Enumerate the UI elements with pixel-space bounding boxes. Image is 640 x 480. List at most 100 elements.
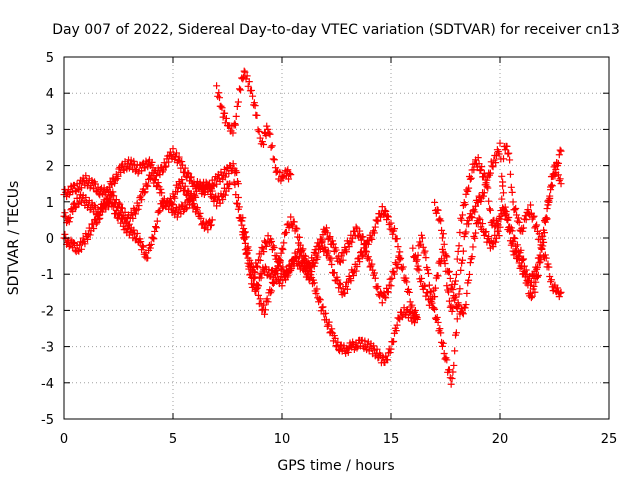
y-tick-label: 3 xyxy=(46,123,54,138)
data-point xyxy=(418,234,426,242)
data-point xyxy=(158,189,166,197)
data-point xyxy=(288,264,296,272)
data-point xyxy=(492,238,500,246)
data-point xyxy=(480,231,488,239)
data-point xyxy=(555,151,563,159)
data-point xyxy=(511,206,519,214)
data-point xyxy=(193,204,201,212)
data-point xyxy=(509,198,517,206)
data-point xyxy=(65,242,73,250)
data-point xyxy=(529,213,537,221)
data-point xyxy=(489,163,497,171)
data-point xyxy=(279,263,287,271)
data-point xyxy=(443,282,451,290)
data-point xyxy=(399,263,407,271)
data-point xyxy=(204,226,212,234)
data-point xyxy=(147,240,155,248)
data-point xyxy=(137,192,145,200)
data-point xyxy=(178,176,186,184)
data-point xyxy=(268,237,276,245)
data-point xyxy=(461,201,469,209)
data-point xyxy=(499,178,507,186)
data-point xyxy=(382,207,390,215)
data-point xyxy=(317,235,325,243)
data-point xyxy=(339,256,347,264)
data-point xyxy=(531,288,539,296)
data-point xyxy=(370,269,378,277)
data-point xyxy=(256,256,264,264)
data-point xyxy=(181,182,189,190)
data-point xyxy=(371,223,379,231)
data-point xyxy=(286,170,294,178)
data-point xyxy=(415,242,423,250)
data-point xyxy=(219,196,227,204)
data-point xyxy=(371,274,379,282)
data-point xyxy=(205,182,213,190)
data-point xyxy=(486,206,494,214)
data-point xyxy=(542,214,550,222)
data-point xyxy=(325,318,333,326)
data-point xyxy=(329,237,337,245)
data-point xyxy=(61,230,69,238)
data-point xyxy=(186,195,194,203)
data-point xyxy=(162,162,170,170)
data-point xyxy=(554,284,562,292)
data-point xyxy=(219,113,227,121)
data-point xyxy=(428,299,436,307)
data-point xyxy=(519,227,527,235)
data-point xyxy=(210,197,218,205)
data-point xyxy=(310,279,318,287)
data-point xyxy=(449,368,457,376)
data-point xyxy=(434,206,442,214)
data-point xyxy=(496,139,504,147)
data-point xyxy=(474,154,482,162)
data-point xyxy=(463,289,471,297)
data-point xyxy=(135,202,143,210)
data-point xyxy=(557,180,565,188)
data-point xyxy=(451,347,459,355)
data-point xyxy=(412,311,420,319)
data-point xyxy=(269,242,277,250)
data-point xyxy=(273,266,281,274)
data-point xyxy=(456,229,464,237)
data-point xyxy=(118,204,126,212)
data-point xyxy=(132,210,140,218)
data-point xyxy=(225,185,233,193)
data-point xyxy=(271,164,279,172)
data-point xyxy=(74,185,82,193)
data-point xyxy=(449,286,457,294)
series-trace-7 xyxy=(239,213,404,318)
data-point xyxy=(255,128,263,136)
data-point xyxy=(345,243,353,251)
data-point xyxy=(331,334,339,342)
data-point xyxy=(244,243,252,251)
data-point xyxy=(368,235,376,243)
data-point xyxy=(359,233,367,241)
data-point xyxy=(445,297,453,305)
data-point xyxy=(503,215,511,223)
data-point xyxy=(95,215,103,223)
data-point xyxy=(141,188,149,196)
data-point xyxy=(356,258,364,266)
data-point xyxy=(421,247,429,255)
data-point xyxy=(533,221,541,229)
data-point xyxy=(544,260,552,268)
data-point xyxy=(208,216,216,224)
data-point xyxy=(216,94,224,102)
data-point xyxy=(501,203,509,211)
data-point xyxy=(200,184,208,192)
data-point xyxy=(439,339,447,347)
data-point xyxy=(261,310,269,318)
data-point xyxy=(240,67,248,75)
data-point xyxy=(459,211,467,219)
data-point xyxy=(248,268,256,276)
data-point xyxy=(332,246,340,254)
data-point xyxy=(522,266,530,274)
data-point xyxy=(475,214,483,222)
data-point xyxy=(144,254,152,262)
data-point xyxy=(221,109,229,117)
data-point xyxy=(352,267,360,275)
data-point xyxy=(374,217,382,225)
data-point xyxy=(431,284,439,292)
data-point xyxy=(256,134,264,142)
